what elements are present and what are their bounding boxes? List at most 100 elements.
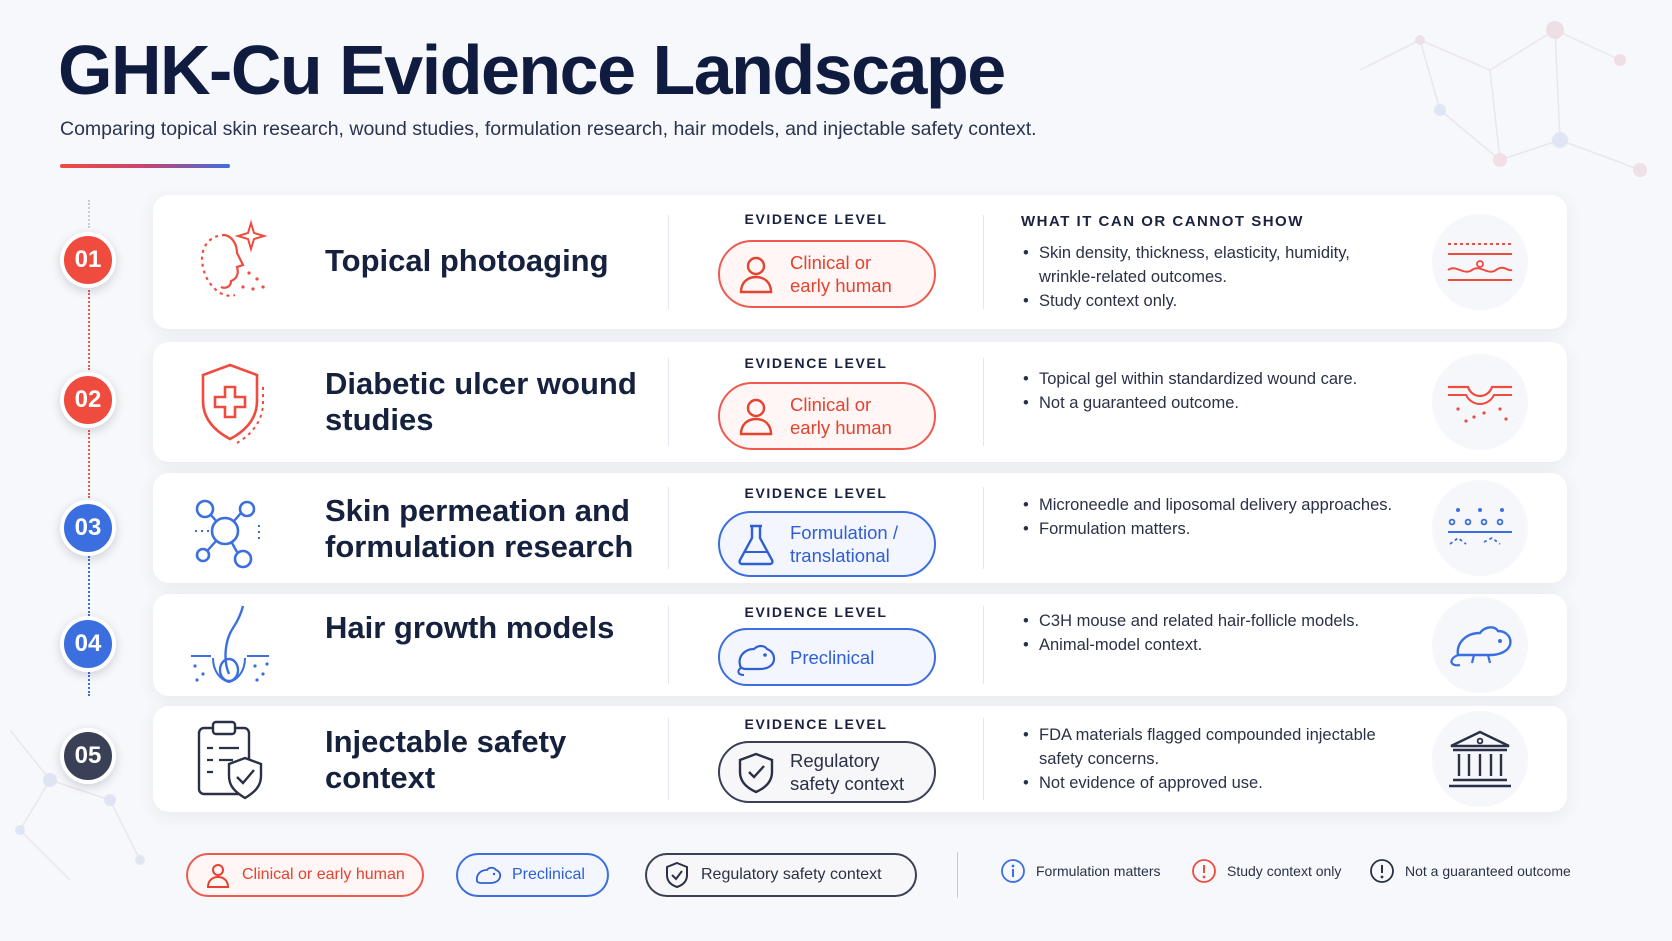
- column-divider: [668, 487, 669, 569]
- legend-note-formulation: Formulation matters: [1000, 858, 1160, 884]
- evidence-level-label: EVIDENCE LEVEL: [744, 604, 888, 620]
- bullet-item: Topical gel within standardized wound ca…: [1021, 367, 1401, 391]
- hair-follicle-icon: [191, 605, 269, 684]
- evidence-badge-regulatory: Regulatory safety context: [718, 741, 936, 803]
- badge-line: Clinical or: [790, 252, 872, 273]
- skin-layers-icon: [1432, 214, 1528, 310]
- evidence-row-card: Injectable safety context EVIDENCE LEVEL…: [153, 706, 1567, 812]
- bullet-item: Microneedle and liposomal delivery appro…: [1021, 493, 1401, 517]
- wound-skin-icon: [1432, 354, 1528, 450]
- bullet-list: C3H mouse and related hair-follicle mode…: [1021, 609, 1401, 657]
- evidence-badge-formulation: Formulation / translational: [718, 511, 936, 577]
- evidence-row-card: Skin permeation and formulation research…: [153, 473, 1567, 583]
- column-divider: [668, 215, 669, 309]
- column-divider: [983, 358, 984, 446]
- evidence-level-label: EVIDENCE LEVEL: [744, 211, 888, 227]
- mouse-glyph: [1450, 626, 1512, 667]
- evidence-badge-preclinical: Preclinical: [718, 628, 936, 686]
- info-icon: [1001, 859, 1025, 883]
- row-title: Skin permeation and formulation research: [325, 493, 634, 564]
- mouse-icon: [475, 866, 502, 884]
- bullet-item: Skin density, thickness, elasticity, hum…: [1021, 241, 1401, 289]
- column-divider: [983, 718, 984, 800]
- wound-skin-glyph: [1448, 385, 1512, 423]
- mouse-icon: [1432, 597, 1528, 693]
- timeline-connector: [88, 672, 90, 696]
- row-number-badge: 01: [60, 232, 116, 288]
- alert-icon: [1192, 859, 1216, 883]
- row-title: Injectable safety context: [325, 724, 567, 795]
- badge-line: early human: [790, 275, 892, 296]
- badge-line: Clinical or: [790, 394, 872, 415]
- bullet-item: Not evidence of approved use.: [1021, 771, 1401, 795]
- government-building-icon: [1432, 711, 1528, 807]
- permeation-layer-icon: [1432, 480, 1528, 576]
- bullet-list: Skin density, thickness, elasticity, hum…: [1021, 241, 1401, 313]
- legend-label: Preclinical: [512, 866, 585, 883]
- row-number-badge: 04: [60, 616, 116, 672]
- title-accent-underline: [60, 164, 230, 168]
- shield-check-icon: [666, 861, 688, 889]
- government-building-glyph: [1449, 730, 1511, 788]
- timeline-connector: [88, 430, 90, 498]
- shield-cross-icon: [201, 363, 264, 444]
- timeline-connector: [88, 556, 90, 616]
- bullet-list: Microneedle and liposomal delivery appro…: [1021, 493, 1401, 541]
- evidence-row-card: Diabetic ulcer wound studies EVIDENCE LE…: [153, 342, 1567, 462]
- legend-clinical: Clinical or early human: [186, 853, 424, 897]
- clipboard-shield-icon: [197, 720, 263, 800]
- badge-line: Formulation /: [790, 522, 898, 543]
- shield-check-icon: [738, 752, 774, 794]
- evidence-level-label: EVIDENCE LEVEL: [744, 716, 888, 732]
- page-title: GHK-Cu Evidence Landscape: [58, 31, 1006, 109]
- person-icon: [739, 256, 773, 294]
- flask-icon: [738, 524, 774, 566]
- evidence-level-label: EVIDENCE LEVEL: [744, 355, 888, 371]
- badge-line: early human: [790, 417, 892, 438]
- bullet-item: Study context only.: [1021, 289, 1401, 313]
- molecule-icon: [195, 499, 260, 569]
- column-divider: [668, 606, 669, 684]
- bullet-list: FDA materials flagged compounded injecta…: [1021, 723, 1401, 795]
- legend-note-label: Study context only: [1227, 863, 1342, 879]
- badge-line: Preclinical: [790, 646, 875, 668]
- column-divider: [668, 358, 669, 446]
- bullet-list: Topical gel within standardized wound ca…: [1021, 367, 1401, 415]
- bullet-item: Formulation matters.: [1021, 517, 1401, 541]
- legend-separator: [957, 852, 958, 898]
- column-divider: [983, 606, 984, 684]
- skin-layers-glyph: [1447, 243, 1513, 281]
- evidence-badge-clinical: Clinical or early human: [718, 382, 936, 450]
- timeline-connector: [88, 200, 90, 228]
- legend-note-label: Formulation matters: [1036, 863, 1161, 879]
- bullet-item: Not a guaranteed outcome.: [1021, 391, 1401, 415]
- row-title: Diabetic ulcer wound studies: [325, 366, 637, 437]
- permeation-layer-glyph: [1448, 508, 1512, 545]
- row-number-badge: 03: [60, 500, 116, 556]
- legend-preclinical: Preclinical: [456, 853, 609, 897]
- legend-label: Clinical or early human: [242, 866, 405, 883]
- legend-label: Regulatory safety context: [701, 866, 882, 883]
- column-divider: [983, 215, 984, 309]
- row-title: Hair growth models: [325, 610, 615, 645]
- person-icon: [206, 864, 230, 888]
- bullet-item: FDA materials flagged compounded injecta…: [1021, 723, 1401, 771]
- row-number-badge: 02: [60, 372, 116, 428]
- row-number-badge: 05: [60, 728, 116, 784]
- timeline-connector: [88, 290, 90, 370]
- mouse-icon: [737, 644, 776, 676]
- bullet-item: Animal-model context.: [1021, 633, 1401, 657]
- badge-line: safety context: [790, 773, 905, 794]
- page-subtitle: Comparing topical skin research, wound s…: [60, 118, 1037, 140]
- legend-regulatory: Regulatory safety context: [645, 853, 917, 897]
- column-divider: [983, 487, 984, 569]
- column-divider: [668, 718, 669, 800]
- bullet-item: C3H mouse and related hair-follicle mode…: [1021, 609, 1401, 633]
- alert-icon: [1370, 859, 1394, 883]
- badge-line: Regulatory: [790, 750, 880, 771]
- face-sparkle-icon: [200, 219, 268, 297]
- evidence-level-label: EVIDENCE LEVEL: [744, 485, 888, 501]
- legend-note-label: Not a guaranteed outcome: [1405, 863, 1571, 879]
- row-title: Topical photoaging: [325, 243, 609, 278]
- evidence-row-card: Hair growth models EVIDENCE LEVEL Precli…: [153, 594, 1567, 696]
